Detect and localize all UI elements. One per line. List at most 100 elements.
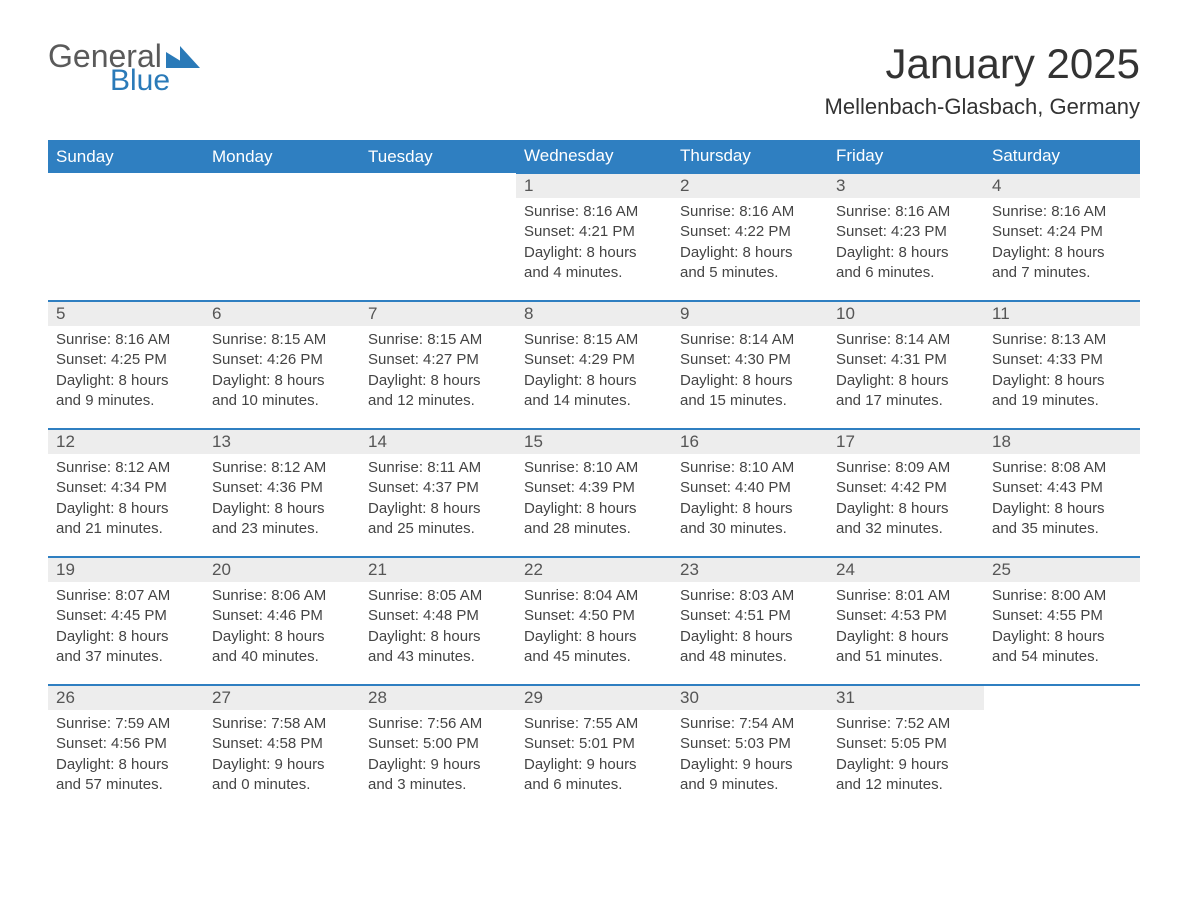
sunrise-line: Sunrise: 8:16 AM bbox=[680, 202, 820, 222]
weekday-header: Sunday bbox=[48, 140, 204, 173]
calendar-day-cell: 23Sunrise: 8:03 AMSunset: 4:51 PMDayligh… bbox=[672, 557, 828, 685]
calendar-day-cell: 1Sunrise: 8:16 AMSunset: 4:21 PMDaylight… bbox=[516, 173, 672, 301]
month-title: January 2025 bbox=[825, 40, 1140, 88]
daylight-line: Daylight: 8 hours and 6 minutes. bbox=[836, 243, 976, 284]
day-details: Sunrise: 8:12 AMSunset: 4:34 PMDaylight:… bbox=[48, 454, 204, 547]
daylight-line: Daylight: 8 hours and 43 minutes. bbox=[368, 627, 508, 668]
calendar-day-cell: 29 Sunrise: 7:55 AMSunset: 5:01 PMDayligh… bbox=[516, 685, 672, 813]
day-details: Sunrise: 8:05 AMSunset: 4:48 PMDaylight:… bbox=[360, 582, 516, 675]
calendar-day-cell: 28Sunrise: 7:56 AMSunset: 5:00 PMDayligh… bbox=[360, 685, 516, 813]
sunrise-line: Sunrise: 8:11 AM bbox=[368, 458, 508, 478]
daylight-line: Daylight: 8 hours and 45 minutes. bbox=[524, 627, 664, 668]
day-details: Sunrise: 8:16 AMSunset: 4:24 PMDaylight:… bbox=[984, 198, 1140, 291]
day-number: 26 bbox=[48, 686, 204, 710]
sunrise-line: Sunrise: 8:10 AM bbox=[680, 458, 820, 478]
day-number: 10 bbox=[828, 302, 984, 326]
sunset-line: Sunset: 4:31 PM bbox=[836, 350, 976, 370]
sunrise-line: Sunrise: 7:59 AM bbox=[56, 714, 196, 734]
sunset-line: Sunset: 4:55 PM bbox=[992, 606, 1132, 626]
calendar-day-cell: 12Sunrise: 8:12 AMSunset: 4:34 PMDayligh… bbox=[48, 429, 204, 557]
sunrise-line: Sunrise: 7:55 AM bbox=[524, 714, 664, 734]
sunrise-line: Sunrise: 8:13 AM bbox=[992, 330, 1132, 350]
calendar-week-row: 12Sunrise: 8:12 AMSunset: 4:34 PMDayligh… bbox=[48, 429, 1140, 557]
sunrise-line: Sunrise: 8:12 AM bbox=[212, 458, 352, 478]
logo: General Blue bbox=[48, 40, 200, 96]
daylight-line: Daylight: 8 hours and 10 minutes. bbox=[212, 371, 352, 412]
day-details: Sunrise: 7:59 AMSunset: 4:56 PMDaylight:… bbox=[48, 710, 204, 803]
calendar-day-cell: 27Sunrise: 7:58 AMSunset: 4:58 PMDayligh… bbox=[204, 685, 360, 813]
day-details: Sunrise: 8:08 AMSunset: 4:43 PMDaylight:… bbox=[984, 454, 1140, 547]
day-number: 25 bbox=[984, 558, 1140, 582]
sunset-line: Sunset: 4:21 PM bbox=[524, 222, 664, 242]
calendar-week-row: 19Sunrise: 8:07 AMSunset: 4:45 PMDayligh… bbox=[48, 557, 1140, 685]
day-details: Sunrise: 8:01 AMSunset: 4:53 PMDaylight:… bbox=[828, 582, 984, 675]
daylight-line: Daylight: 8 hours and 28 minutes. bbox=[524, 499, 664, 540]
sunrise-line: Sunrise: 8:00 AM bbox=[992, 586, 1132, 606]
daylight-line: Daylight: 8 hours and 17 minutes. bbox=[836, 371, 976, 412]
calendar-day-cell: 15Sunrise: 8:10 AMSunset: 4:39 PMDayligh… bbox=[516, 429, 672, 557]
calendar-day-cell: 24Sunrise: 8:01 AMSunset: 4:53 PMDayligh… bbox=[828, 557, 984, 685]
daylight-line: Daylight: 8 hours and 9 minutes. bbox=[56, 371, 196, 412]
logo-flag-icon bbox=[166, 46, 200, 68]
day-details: Sunrise: 8:03 AMSunset: 4:51 PMDaylight:… bbox=[672, 582, 828, 675]
day-number: 1 bbox=[516, 174, 672, 198]
sunset-line: Sunset: 5:01 PM bbox=[524, 734, 664, 754]
day-number: 18 bbox=[984, 430, 1140, 454]
calendar-day-cell: 7Sunrise: 8:15 AMSunset: 4:27 PMDaylight… bbox=[360, 301, 516, 429]
day-number: 29 bbox=[516, 686, 672, 710]
day-number: 2 bbox=[672, 174, 828, 198]
calendar-day-cell: 19Sunrise: 8:07 AMSunset: 4:45 PMDayligh… bbox=[48, 557, 204, 685]
sunset-line: Sunset: 4:29 PM bbox=[524, 350, 664, 370]
calendar-day-cell: 8Sunrise: 8:15 AMSunset: 4:29 PMDaylight… bbox=[516, 301, 672, 429]
calendar-day-cell: 14Sunrise: 8:11 AMSunset: 4:37 PMDayligh… bbox=[360, 429, 516, 557]
day-number: 4 bbox=[984, 174, 1140, 198]
sunset-line: Sunset: 4:23 PM bbox=[836, 222, 976, 242]
calendar-day-cell: 9Sunrise: 8:14 AMSunset: 4:30 PMDaylight… bbox=[672, 301, 828, 429]
day-details: Sunrise: 8:12 AMSunset: 4:36 PMDaylight:… bbox=[204, 454, 360, 547]
day-number: 17 bbox=[828, 430, 984, 454]
day-details: Sunrise: 8:06 AMSunset: 4:46 PMDaylight:… bbox=[204, 582, 360, 675]
calendar-day-cell bbox=[204, 173, 360, 301]
day-number: 11 bbox=[984, 302, 1140, 326]
sunset-line: Sunset: 4:45 PM bbox=[56, 606, 196, 626]
sunrise-line: Sunrise: 8:03 AM bbox=[680, 586, 820, 606]
day-details: Sunrise: 7:56 AMSunset: 5:00 PMDaylight:… bbox=[360, 710, 516, 803]
day-details: Sunrise: 8:07 AMSunset: 4:45 PMDaylight:… bbox=[48, 582, 204, 675]
day-number: 19 bbox=[48, 558, 204, 582]
calendar-day-cell: 11Sunrise: 8:13 AMSunset: 4:33 PMDayligh… bbox=[984, 301, 1140, 429]
weekday-header: Saturday bbox=[984, 140, 1140, 173]
weekday-header: Wednesday bbox=[516, 140, 672, 173]
day-details: Sunrise: 8:16 AMSunset: 4:23 PMDaylight:… bbox=[828, 198, 984, 291]
sunrise-line: Sunrise: 8:15 AM bbox=[212, 330, 352, 350]
calendar-week-row: 26Sunrise: 7:59 AMSunset: 4:56 PMDayligh… bbox=[48, 685, 1140, 813]
calendar-week-row: 5Sunrise: 8:16 AMSunset: 4:25 PMDaylight… bbox=[48, 301, 1140, 429]
sunrise-line: Sunrise: 8:08 AM bbox=[992, 458, 1132, 478]
calendar-day-cell: 6Sunrise: 8:15 AMSunset: 4:26 PMDaylight… bbox=[204, 301, 360, 429]
daylight-line: Daylight: 8 hours and 48 minutes. bbox=[680, 627, 820, 668]
daylight-line: Daylight: 8 hours and 54 minutes. bbox=[992, 627, 1132, 668]
sunset-line: Sunset: 4:51 PM bbox=[680, 606, 820, 626]
daylight-line: Daylight: 8 hours and 37 minutes. bbox=[56, 627, 196, 668]
sunset-line: Sunset: 4:22 PM bbox=[680, 222, 820, 242]
daylight-line: Daylight: 8 hours and 15 minutes. bbox=[680, 371, 820, 412]
daylight-line: Daylight: 8 hours and 25 minutes. bbox=[368, 499, 508, 540]
day-details: Sunrise: 7:52 AMSunset: 5:05 PMDaylight:… bbox=[828, 710, 984, 803]
day-number: 16 bbox=[672, 430, 828, 454]
day-number: 13 bbox=[204, 430, 360, 454]
daylight-line: Daylight: 8 hours and 12 minutes. bbox=[368, 371, 508, 412]
calendar-week-row: 1 Sunrise: 8:16 AM Sunset: 4:21 PM Daylight… bbox=[48, 173, 1140, 301]
sunrise-line: Sunrise: 7:56 AM bbox=[368, 714, 508, 734]
day-number: 20 bbox=[204, 558, 360, 582]
daylight-line: Daylight: 8 hours and 21 minutes. bbox=[56, 499, 196, 540]
daylight-line: Daylight: 8 hours and 19 minutes. bbox=[992, 371, 1132, 412]
day-number: 24 bbox=[828, 558, 984, 582]
sunset-line: Sunset: 4:43 PM bbox=[992, 478, 1132, 498]
daylight-line: Daylight: 8 hours and 23 minutes. bbox=[212, 499, 352, 540]
day-number: 23 bbox=[672, 558, 828, 582]
sunset-line: Sunset: 4:58 PM bbox=[212, 734, 352, 754]
daylight-line: Daylight: 8 hours and 30 minutes. bbox=[680, 499, 820, 540]
calendar-day-cell: 16Sunrise: 8:10 AMSunset: 4:40 PMDayligh… bbox=[672, 429, 828, 557]
day-number: 27 bbox=[204, 686, 360, 710]
daylight-line: Daylight: 8 hours and 40 minutes. bbox=[212, 627, 352, 668]
daylight-line: Daylight: 9 hours and 6 minutes. bbox=[524, 755, 664, 796]
